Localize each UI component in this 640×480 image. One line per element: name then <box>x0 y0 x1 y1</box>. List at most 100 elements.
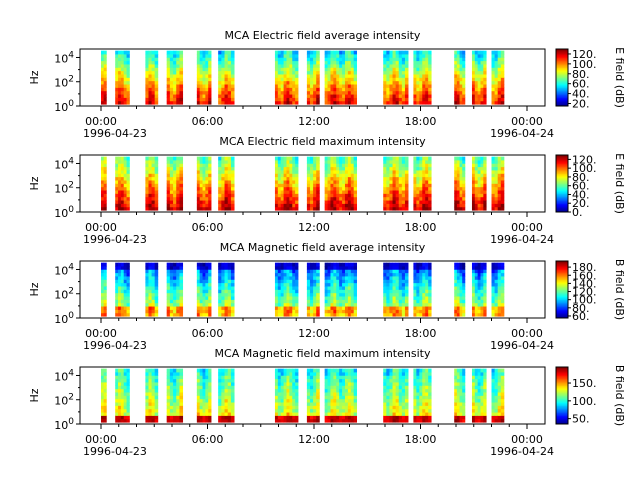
heatmap-cell <box>392 156 397 161</box>
heatmap-cell <box>425 50 429 55</box>
heatmap-cell <box>339 292 343 297</box>
heatmap-cell <box>401 176 406 181</box>
x-tick-label: 12:00 <box>298 221 330 234</box>
heatmap-cell <box>179 382 184 386</box>
heatmap-cell <box>120 67 125 72</box>
heatmap-cell <box>401 94 406 98</box>
heatmap-cell <box>169 54 174 58</box>
heatmap-cell <box>218 183 222 188</box>
heatmap-cell <box>208 289 212 294</box>
heatmap-cell <box>151 266 156 270</box>
heatmap-cell <box>313 54 317 58</box>
heatmap-cell <box>483 156 487 161</box>
heatmap-cell <box>208 176 212 181</box>
x-date-start: 1996-04-23 <box>83 233 147 246</box>
heatmap-cell <box>350 97 355 102</box>
heatmap-cell <box>428 50 432 55</box>
heatmap-cell <box>179 97 184 102</box>
heatmap-cell <box>316 170 320 174</box>
heatmap-cell <box>491 200 496 204</box>
heatmap-cell <box>333 190 337 194</box>
heatmap-cell <box>324 309 328 314</box>
heatmap-cell <box>330 418 334 423</box>
heatmap-cell <box>289 183 293 188</box>
x-tick-label: 12:00 <box>298 115 330 128</box>
heatmap-cell <box>416 385 420 390</box>
heatmap-cell <box>395 402 400 406</box>
heatmap-cell <box>230 385 235 390</box>
heatmap-cell <box>306 80 311 85</box>
heatmap-cell <box>289 203 293 208</box>
heatmap-cell <box>154 296 159 300</box>
heatmap-cell <box>280 266 284 270</box>
heatmap-cell <box>280 398 284 403</box>
heatmap-cell <box>306 282 311 287</box>
heatmap-cell <box>316 54 320 58</box>
heatmap-cell <box>416 372 420 376</box>
heatmap-cell <box>491 80 496 85</box>
heatmap-cell <box>404 57 409 62</box>
heatmap-cell <box>491 296 496 300</box>
heatmap-cell <box>176 262 180 267</box>
heatmap-cell <box>227 368 232 373</box>
heatmap-cell <box>350 415 355 420</box>
heatmap-cell <box>324 418 328 423</box>
heatmap-cell <box>401 74 406 78</box>
heatmap-cell <box>383 276 387 280</box>
heatmap-cell <box>454 402 458 406</box>
heatmap-cell <box>208 398 212 403</box>
heatmap-cell <box>333 302 337 307</box>
x-date-end: 1996-04-24 <box>490 339 554 352</box>
heatmap-cell <box>199 269 203 274</box>
heatmap-cell <box>126 160 130 164</box>
heatmap-cell <box>277 60 282 65</box>
heatmap-cell <box>413 203 417 208</box>
heatmap-cell <box>342 70 346 75</box>
heatmap-cell <box>471 90 476 95</box>
heatmap-cell <box>313 385 317 390</box>
heatmap-cell <box>176 279 180 284</box>
heatmap-cell <box>483 170 487 174</box>
heatmap-cell <box>392 412 397 416</box>
heatmap-cell <box>416 190 420 194</box>
heatmap-cell <box>404 90 409 95</box>
heatmap-cell <box>313 200 317 204</box>
heatmap-cell <box>425 176 429 181</box>
heatmap-cell <box>342 64 346 68</box>
heatmap-cell <box>395 418 400 423</box>
heatmap-cell <box>123 279 127 284</box>
heatmap-cell <box>416 156 420 161</box>
colorbar-segment <box>556 276 568 279</box>
heatmap-cell <box>179 67 184 72</box>
heatmap-cell <box>148 186 152 191</box>
heatmap-cell <box>289 382 293 386</box>
heatmap-cell <box>347 203 352 208</box>
heatmap-cell <box>199 100 203 105</box>
heatmap-cell <box>313 64 317 68</box>
heatmap-cell <box>422 163 426 168</box>
heatmap-cell <box>148 60 152 65</box>
heatmap-cell <box>173 302 177 307</box>
heatmap-cell <box>339 372 343 376</box>
heatmap-cell <box>154 100 159 105</box>
heatmap-cell <box>401 272 406 277</box>
heatmap-cell <box>395 74 400 78</box>
heatmap-cell <box>386 388 390 393</box>
heatmap-cell <box>336 408 340 413</box>
heatmap-cell <box>456 312 460 317</box>
heatmap-cell <box>295 299 299 304</box>
heatmap-cell <box>154 312 159 317</box>
heatmap-cell <box>151 296 156 300</box>
heatmap-cell <box>497 193 502 198</box>
heatmap-cell <box>205 50 209 55</box>
heatmap-cell <box>333 368 337 373</box>
heatmap-cell <box>327 312 331 317</box>
heatmap-cell <box>336 166 340 171</box>
heatmap-cell <box>145 100 149 105</box>
heatmap-cell <box>151 54 156 58</box>
heatmap-cell <box>474 163 479 168</box>
heatmap-cell <box>480 309 484 314</box>
heatmap-cell <box>306 84 311 88</box>
heatmap-cell <box>404 94 409 98</box>
heatmap-cell <box>477 203 481 208</box>
